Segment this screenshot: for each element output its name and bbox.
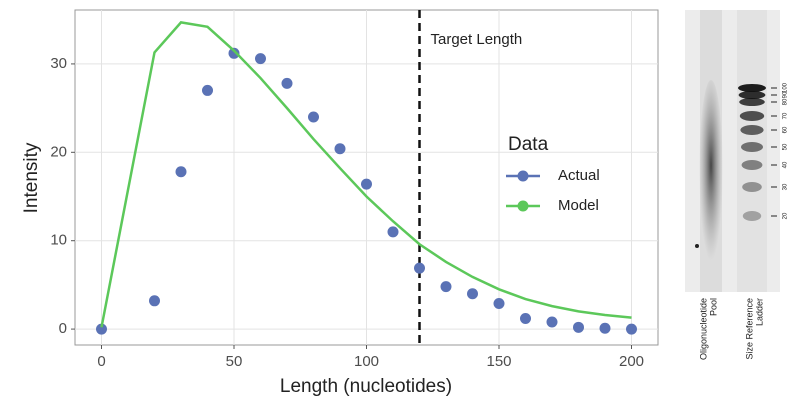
lane-label: Pool	[708, 298, 718, 316]
y-axis-label: Intensity	[21, 142, 42, 213]
ladder-label: 90	[783, 91, 789, 98]
data-point	[547, 317, 558, 328]
x-tick-label: 200	[619, 353, 644, 370]
ladder-band	[742, 160, 763, 170]
x-tick-label: 50	[226, 353, 243, 370]
data-point	[467, 288, 478, 299]
ladder-band	[740, 111, 764, 121]
ladder-label: 40	[783, 161, 789, 168]
data-point	[441, 281, 452, 292]
legend-title: Data	[508, 134, 549, 155]
ladder-band	[739, 98, 765, 106]
x-tick-label: 150	[486, 353, 511, 370]
data-point	[176, 166, 187, 177]
legend-key	[518, 171, 529, 182]
ladder-band	[739, 91, 766, 99]
data-point	[202, 85, 213, 96]
ladder-label: 30	[783, 183, 789, 190]
ladder-label: 100	[783, 82, 789, 93]
data-point	[626, 324, 637, 335]
ladder-band	[742, 182, 762, 192]
data-point	[414, 263, 425, 274]
data-point	[335, 143, 346, 154]
ladder-label: 60	[783, 126, 789, 133]
annotation: Target Length	[431, 31, 523, 48]
data-point	[573, 322, 584, 333]
data-point	[308, 111, 319, 122]
ladder-band	[741, 142, 763, 152]
legend-label: Model	[558, 197, 599, 214]
ladder-label: 50	[783, 143, 789, 150]
page: {"chart_data": {"type": "line", "x": [0,…	[0, 0, 794, 399]
y-tick-label: 10	[50, 232, 67, 249]
figure: Length (nucleotides) Intensity Data 1009…	[0, 0, 794, 399]
y-tick-label: 0	[59, 320, 67, 337]
gel-speck	[695, 244, 699, 248]
gel-smear	[699, 80, 723, 270]
data-point	[600, 323, 611, 334]
data-point	[149, 295, 160, 306]
data-point	[494, 298, 505, 309]
lane-label: Oligonucleotide	[698, 298, 708, 360]
data-point	[255, 53, 266, 64]
data-point	[282, 78, 293, 89]
lane-label: Size Reference	[744, 298, 754, 360]
ladder-band	[738, 84, 766, 92]
data-point	[520, 313, 531, 324]
data-point	[361, 179, 372, 190]
x-tick-label: 0	[97, 353, 105, 370]
lane-label: Ladder	[754, 298, 764, 326]
x-tick-label: 100	[354, 353, 379, 370]
legend-key	[518, 201, 529, 212]
ladder-band	[740, 125, 763, 135]
y-tick-label: 20	[50, 143, 67, 160]
legend-label: Actual	[558, 167, 600, 184]
ladder-label: 80	[783, 98, 789, 105]
data-point	[388, 226, 399, 237]
ladder-label: 70	[783, 112, 789, 119]
x-axis-label: Length (nucleotides)	[280, 376, 452, 397]
y-tick-label: 30	[50, 55, 67, 72]
ladder-band	[743, 211, 761, 221]
ladder-label: 20	[783, 212, 789, 219]
